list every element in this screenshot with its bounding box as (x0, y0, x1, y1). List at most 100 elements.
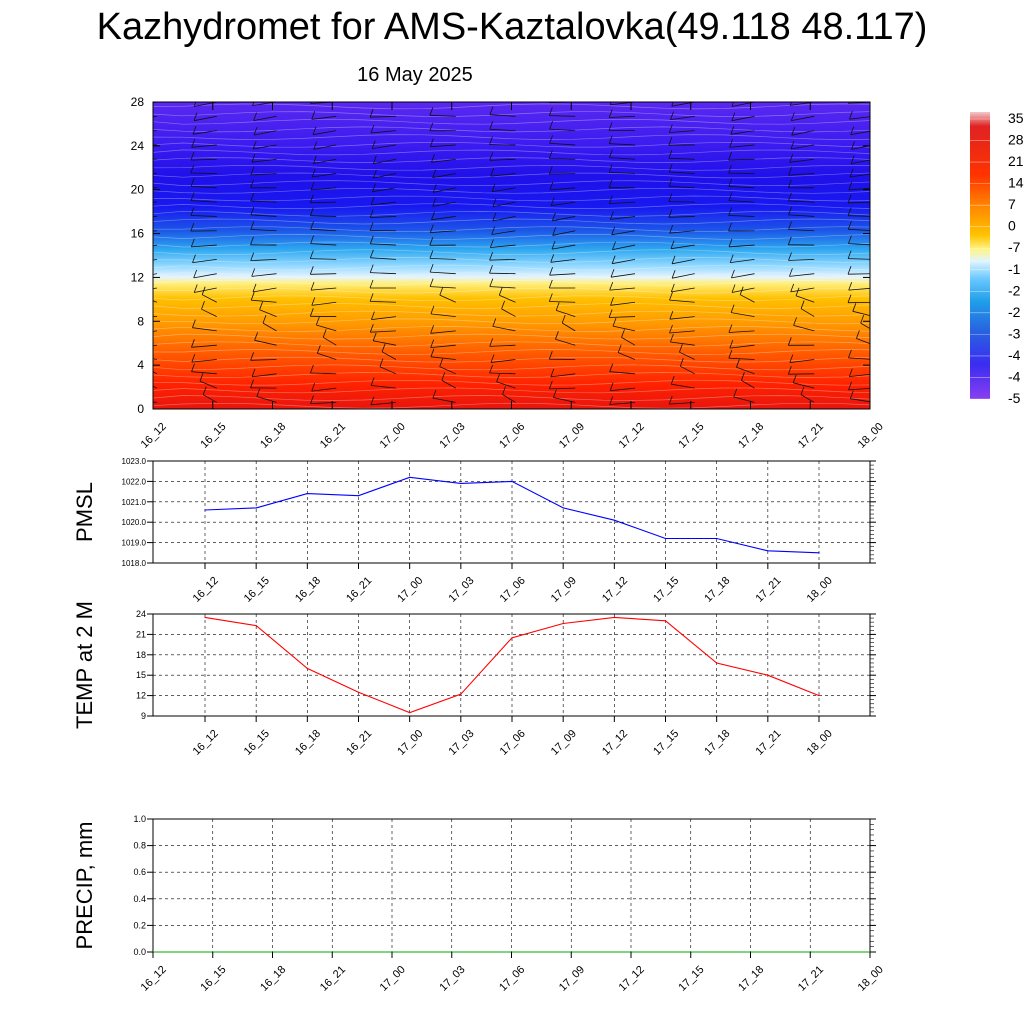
wind-barb-flag (310, 281, 315, 291)
wind-barb-shaft (610, 387, 636, 392)
wind-barb-shaft (729, 144, 755, 148)
wind-barb-shaft (850, 398, 870, 403)
wind-barb-flag (549, 120, 553, 130)
wind-barb-flag (190, 207, 195, 216)
wind-barb (153, 300, 158, 303)
wind-barb-shaft (549, 387, 576, 390)
wind-barb-shaft (371, 201, 397, 206)
wind-barb (728, 192, 755, 203)
wind-barb-flag (792, 374, 797, 383)
wind-barb-shaft (322, 336, 337, 346)
wind-barb-flag (850, 126, 855, 135)
wind-barb-shaft (555, 338, 576, 346)
wind-barb (432, 169, 456, 179)
wind-barb-shaft (610, 216, 636, 220)
wind-barb (548, 380, 576, 390)
heat-xtick-label: 17_18 (736, 421, 766, 451)
wind-barb-shaft (316, 324, 337, 332)
wind-barb-shaft (194, 287, 217, 293)
wind-barb (612, 317, 636, 332)
wind-barb-flag (310, 235, 314, 244)
wind-barb-shaft (310, 215, 337, 217)
wind-barb-shaft (489, 372, 516, 375)
wind-barb-shaft (310, 273, 337, 275)
wind-barb-shaft (311, 115, 337, 120)
wind-barb (251, 154, 277, 163)
wind-barb-flag (489, 278, 494, 287)
heat-ytick-label: 4 (137, 358, 144, 372)
xtick-label: 17_03 (446, 728, 476, 758)
wind-barb-shaft (193, 273, 217, 279)
wind-barb-flag (848, 281, 853, 291)
wind-barb-shaft (252, 287, 277, 293)
data-point (716, 662, 718, 664)
wind-barb-shaft (669, 186, 695, 189)
data-point (767, 674, 769, 676)
wind-barb (489, 136, 516, 146)
wind-barb (789, 154, 815, 163)
wind-barb-shaft (310, 287, 337, 291)
wind-barb-flag (429, 263, 434, 273)
wind-barb-flag (191, 139, 196, 148)
wind-barb (609, 363, 636, 375)
wind-barb-flag (730, 126, 735, 135)
colorbar-label: -5 (1008, 390, 1021, 406)
xtick-label: 17_03 (437, 964, 467, 994)
wind-barb (551, 240, 576, 250)
contour-line (153, 303, 870, 309)
wind-barb-flag (789, 354, 794, 363)
contour-line (153, 134, 870, 140)
wind-barb (191, 339, 217, 348)
wind-barb-shaft (372, 187, 397, 193)
wind-barb-flag (669, 291, 673, 301)
wind-barb-shaft (203, 394, 217, 403)
colorbar-label: -3 (1008, 325, 1021, 341)
wind-barb-flag (671, 270, 676, 279)
wind-barb (489, 252, 516, 261)
wind-barb-flag (490, 168, 495, 177)
wind-barb-flag (250, 192, 255, 202)
xtick-label: 16_18 (293, 575, 323, 605)
wind-barb (250, 252, 277, 261)
wind-barb (787, 366, 815, 375)
wind-barb-flag (250, 206, 255, 216)
wind-barb-flag (432, 184, 437, 193)
wind-barb (728, 350, 755, 360)
wind-barb-flag (729, 339, 734, 349)
wind-barb (490, 354, 516, 363)
ytick-label: 1022.0 (122, 477, 147, 486)
wind-barb-shaft (259, 309, 277, 317)
wind-barb-shaft (621, 337, 636, 346)
wind-barb-flag (310, 395, 314, 404)
wind-barb (309, 207, 337, 217)
wind-barb-shaft (788, 173, 815, 176)
wind-barb-shaft (552, 216, 576, 222)
wind-barb-shaft (728, 186, 755, 189)
wind-barb (669, 311, 695, 320)
wind-barb-flag (190, 238, 195, 248)
wind-barb-flag (787, 236, 792, 245)
wind-barb-flag (311, 297, 316, 306)
wind-barb-shaft (790, 287, 815, 293)
wind-barb-flag (429, 278, 434, 287)
wind-barb (372, 155, 397, 164)
wind-barb-flag (132, 326, 135, 334)
wind-barb (669, 224, 695, 234)
wind-barb-shaft (191, 244, 217, 248)
wind-barb-shaft (489, 344, 516, 347)
contour-line (153, 364, 870, 371)
wind-barb (550, 197, 576, 206)
precip-panel: 0.0 0.2 0.4 0.6 0.8 1.0 16_12 16_15 16_18 16_21 17… (72, 814, 886, 994)
wind-barb-flag (252, 102, 255, 106)
wind-barb-shaft (729, 344, 755, 349)
wind-barb-flag (134, 256, 137, 264)
wind-barb-flag (369, 324, 374, 333)
wind-barb-shaft (731, 273, 755, 279)
wind-barb (670, 376, 695, 389)
wind-barb (432, 198, 456, 207)
contour-line (153, 164, 870, 171)
wind-barb-shaft (192, 327, 217, 332)
wind-barb-flag (309, 266, 314, 275)
wind-barb-shaft (849, 173, 870, 178)
wind-barb-shaft (492, 216, 516, 222)
